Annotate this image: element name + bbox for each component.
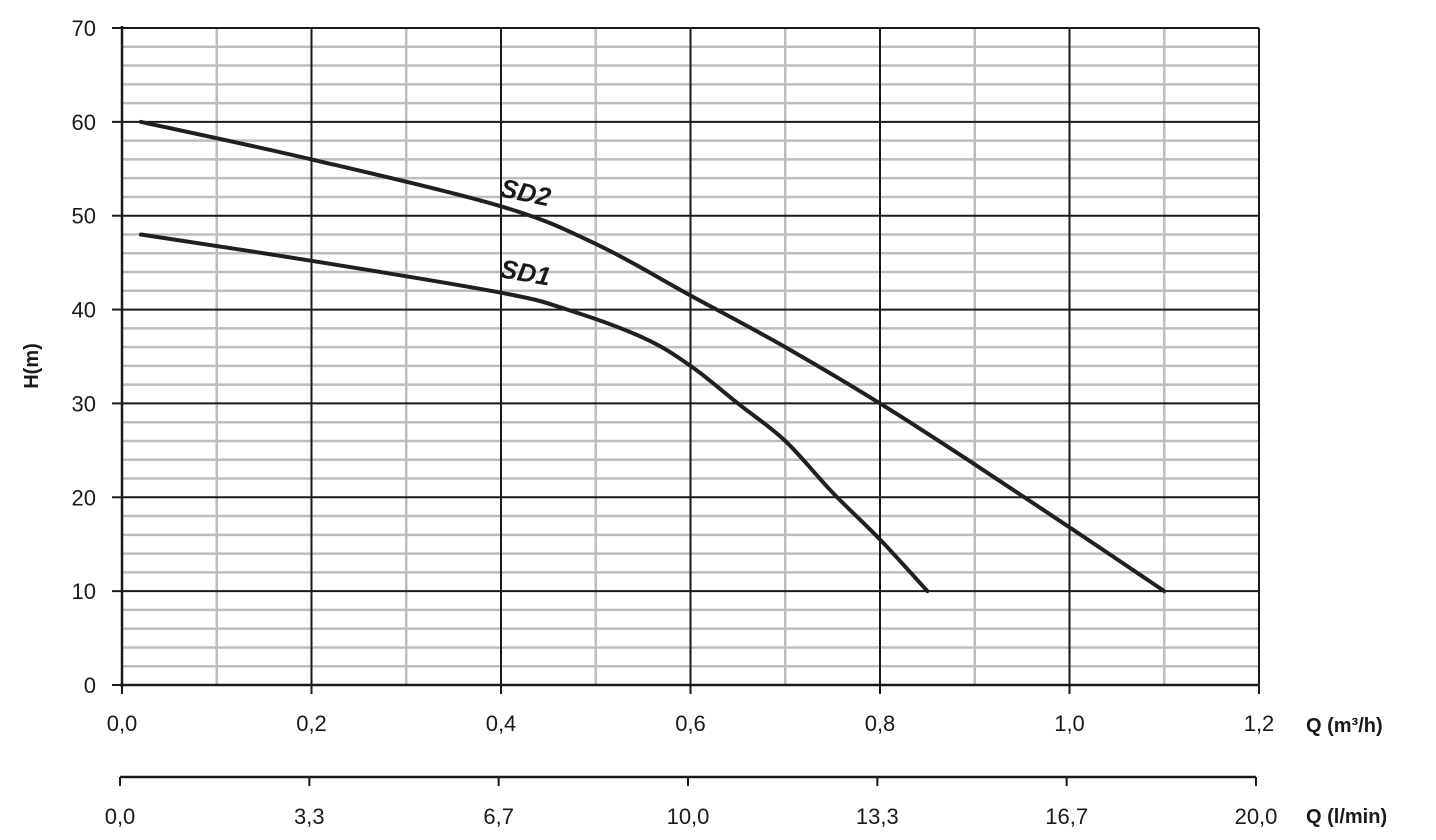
x-tick-label: 1,0 (1054, 711, 1085, 736)
y-tick-label: 60 (72, 110, 96, 135)
x2-tick-label: 10,0 (667, 804, 710, 829)
y-tick-label: 20 (72, 485, 96, 510)
x2-tick-label: 20,0 (1235, 804, 1278, 829)
y-tick-label: 10 (72, 579, 96, 604)
major-gridlines (122, 27, 1260, 685)
series-line-sd1 (138, 232, 930, 594)
x2-tick-label: 3,3 (294, 804, 325, 829)
x2-tick-label: 0,0 (105, 804, 136, 829)
x2-tick-labels: 0,0 3,3 6,7 10,0 13,3 16,7 20,0 (105, 777, 1278, 829)
x-tick-label: 0,0 (107, 711, 138, 736)
x2-axis-title: Q (l/min) (1306, 806, 1387, 828)
x-tick-label: 0,2 (296, 711, 327, 736)
y-tick-labels: 0 10 20 30 40 50 60 70 (72, 16, 122, 698)
series-lines (138, 119, 1167, 594)
y-axis-title: H(m) (21, 343, 43, 389)
x2-tick-label: 13,3 (856, 804, 899, 829)
x-tick-label: 1,2 (1244, 711, 1275, 736)
x-tick-label: 0,8 (865, 711, 896, 736)
x-tick-label: 0,4 (486, 711, 517, 736)
x-axis-title: Q (m³/h) (1306, 715, 1383, 737)
y-tick-label: 40 (72, 298, 96, 323)
minor-vertical-gridlines (215, 28, 1166, 685)
y-tick-label: 30 (72, 391, 96, 416)
x2-tick-label: 6,7 (483, 804, 514, 829)
x-tick-label: 0,6 (675, 711, 706, 736)
x2-tick-label: 16,7 (1045, 804, 1088, 829)
x-tick-labels: 0,0 0,2 0,4 0,6 0,8 1,0 1,2 (107, 685, 1275, 736)
y-tick-label: 0 (84, 673, 96, 698)
y-tick-label: 70 (72, 16, 96, 41)
series-line-sd2 (138, 119, 1167, 594)
y-tick-label: 50 (72, 204, 96, 229)
series-label-sd1: SD1 (498, 253, 553, 291)
